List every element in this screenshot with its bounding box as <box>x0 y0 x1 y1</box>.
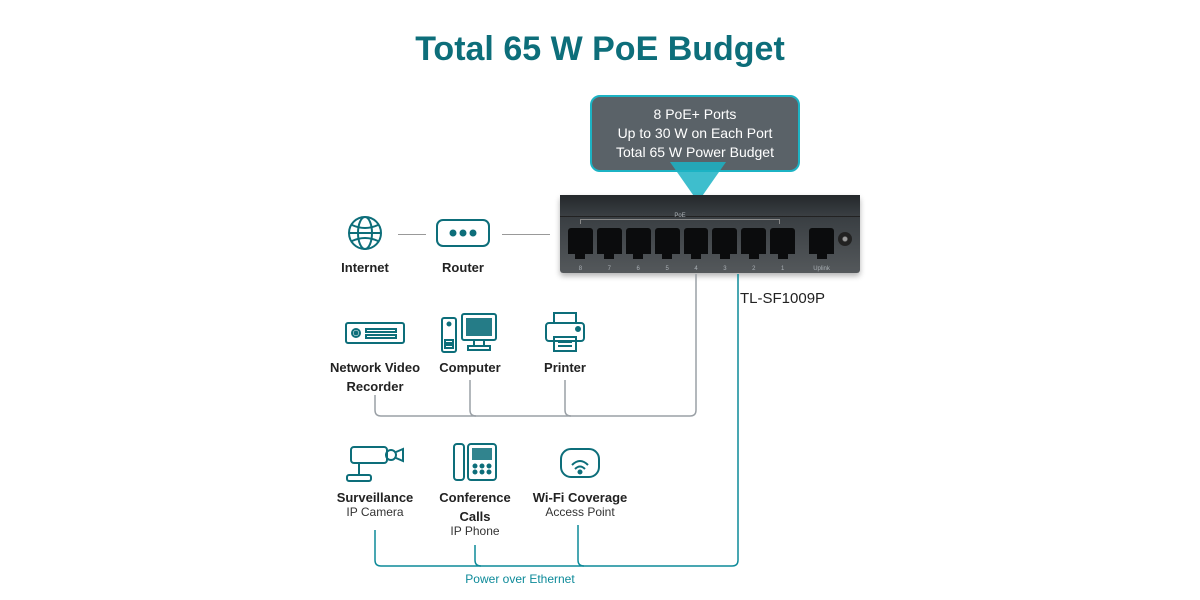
wire-ethernet-icon <box>0 0 1200 600</box>
poe-caption: Power over Ethernet <box>420 572 620 586</box>
